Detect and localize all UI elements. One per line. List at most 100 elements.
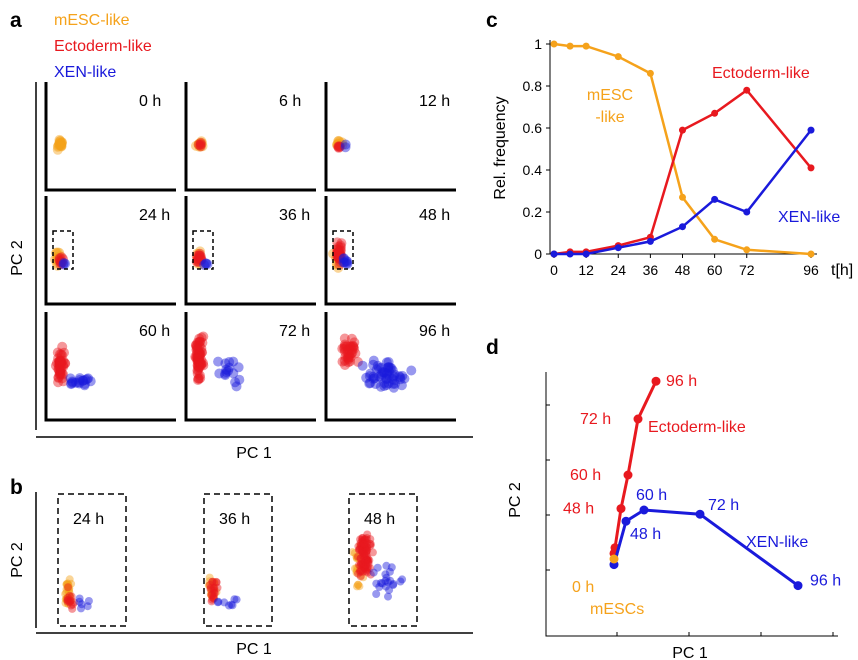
cell-point-ecto — [54, 359, 65, 370]
cell-point-xen — [383, 378, 394, 389]
zoom-point-ecto — [360, 540, 369, 549]
zoom-point-mesc — [64, 591, 73, 600]
cell-point-ecto — [334, 249, 345, 259]
cell-point-ecto — [56, 252, 67, 263]
cell-point-ecto — [340, 341, 351, 352]
cell-point-mesc — [192, 252, 203, 263]
cell-point-ecto — [334, 248, 345, 259]
cell-point-ecto — [191, 340, 202, 351]
cell-point-ecto — [346, 333, 357, 344]
cell-point-xen — [389, 369, 400, 380]
cell-point-ecto — [192, 340, 203, 351]
zoom-point-ecto — [63, 596, 72, 604]
y-tick-label: 1 — [534, 36, 542, 52]
zoom-point-mesc — [208, 586, 217, 595]
cell-point-mesc — [334, 139, 345, 150]
cell-point-mesc — [331, 248, 342, 259]
scatter-cell-96h: 96 h — [324, 312, 456, 422]
zoom-point-mesc — [64, 580, 73, 589]
panel-b-xlabel: PC 1 — [236, 641, 272, 658]
cell-axes — [44, 196, 176, 306]
cell-point-ecto — [334, 253, 344, 264]
panel-letter-d: d — [486, 336, 499, 359]
zoom-point-mesc — [207, 591, 216, 600]
cell-axes — [184, 196, 316, 306]
cell-point-ecto — [332, 252, 343, 262]
cell-point-ecto — [196, 358, 207, 369]
cell-point-xen — [386, 363, 397, 374]
cell-point-ecto — [336, 250, 347, 261]
series-label-line: -like — [595, 109, 624, 126]
trajectory-time-label: 96 h — [666, 373, 697, 390]
cell-point-xen — [406, 365, 417, 376]
zoom-point-mesc — [353, 582, 361, 591]
series-point-xen — [614, 244, 622, 252]
cell-point-ecto — [349, 337, 360, 348]
cell-point-ecto — [194, 356, 205, 367]
zoom-panel-48h: 48 h — [348, 493, 418, 627]
zoom-point-mesc — [66, 592, 74, 601]
zoom-point-xen — [372, 590, 381, 598]
zoom-point-ecto — [362, 545, 371, 553]
zoom-point-ecto — [359, 546, 368, 555]
cell-point-ecto — [192, 337, 203, 348]
cell-point-ecto — [194, 252, 205, 263]
cell-point-ecto — [192, 347, 202, 358]
zoom-point-mesc — [205, 581, 214, 590]
zoom-point-mesc — [210, 584, 219, 593]
series-point-xen — [566, 250, 574, 258]
cell-point-ecto — [194, 250, 205, 261]
cell-point-xen — [79, 379, 90, 389]
zoom-point-ecto — [358, 540, 367, 549]
cell-point-ecto — [346, 345, 357, 355]
zoom-point-ecto — [210, 586, 219, 595]
zoom-point-mesc — [207, 586, 216, 595]
time-label: 36 h — [279, 207, 310, 224]
zoom-point-ecto — [362, 567, 371, 576]
cell-point-xen — [338, 253, 349, 264]
zoom-point-ecto — [358, 534, 367, 543]
cell-point-ecto — [193, 351, 204, 362]
scatter-cell-60h: 60 h — [44, 312, 176, 422]
cell-point-ecto — [344, 349, 354, 360]
zoom-point-ecto — [363, 530, 372, 539]
zoom-point-ecto — [64, 583, 72, 592]
cell-point-ecto — [193, 353, 204, 364]
zoom-point-ecto — [366, 564, 375, 573]
zoom-point-ecto — [366, 541, 375, 550]
series-label-line: XEN-like — [778, 209, 840, 226]
zoom-point-xen — [75, 597, 84, 606]
cell-point-ecto — [59, 347, 69, 358]
cell-point-ecto — [56, 360, 67, 371]
cell-point-ecto — [55, 356, 66, 367]
cell-axes — [44, 312, 176, 422]
cell-point-xen — [371, 364, 382, 375]
zoom-point-xen — [389, 581, 398, 590]
panel-d-ylabel: PC 2 — [507, 482, 524, 518]
legend-ecto: Ectoderm-like — [54, 38, 152, 55]
cell-point-xen — [339, 257, 350, 268]
cell-point-ecto — [334, 141, 345, 152]
cell-point-xen — [368, 359, 379, 370]
cell-point-ecto — [53, 353, 64, 364]
zoom-point-ecto — [210, 583, 219, 592]
cell-point-mesc — [195, 138, 206, 149]
zoom-point-mesc — [63, 579, 72, 588]
trajectory-time-label: 48 h — [630, 526, 661, 543]
cell-point-mesc — [193, 248, 204, 259]
zoom-point-ecto — [66, 596, 75, 605]
panel-a-grid: 0 h 6 h 12 h 24 h 36 h 48 h 60 h 72 h 96 h — [44, 82, 456, 422]
cell-point-xen — [201, 258, 211, 269]
cell-point-xen — [374, 371, 385, 382]
zoom-point-ecto — [361, 563, 369, 572]
cell-point-ecto — [196, 253, 207, 264]
zoom-panel-24h: 24 h — [57, 493, 127, 627]
cell-point-ecto — [58, 361, 69, 372]
zoom-box — [348, 493, 418, 627]
cell-point-mesc — [52, 141, 63, 152]
cell-point-mesc — [52, 255, 63, 266]
cell-point-ecto — [54, 356, 65, 367]
cell-point-ecto — [332, 247, 343, 258]
cell-point-xen — [60, 258, 71, 269]
cell-point-mesc — [54, 247, 65, 258]
